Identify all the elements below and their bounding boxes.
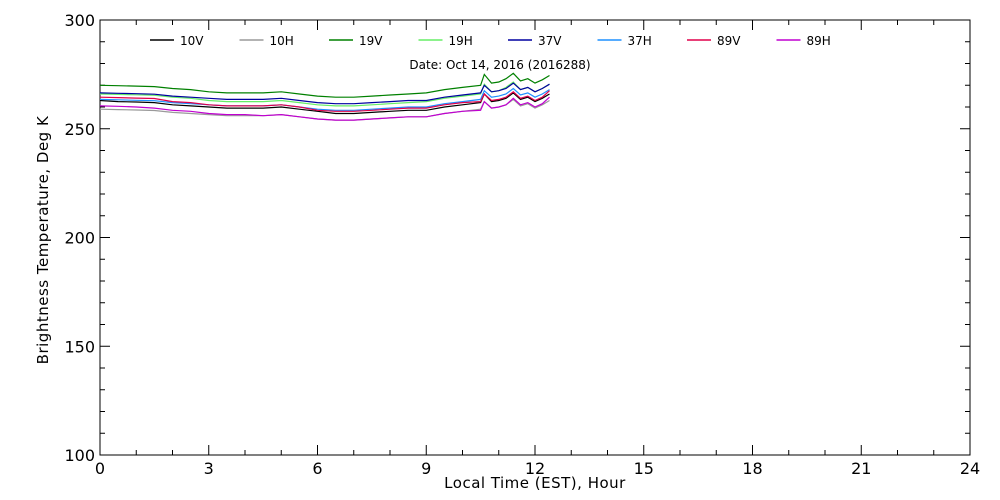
x-tick-label: 0 <box>95 459 105 478</box>
legend: 10V 10H 19V 19H 37V 37H 89V 89H <box>150 34 831 48</box>
x-tick-label: 3 <box>204 459 214 478</box>
chart-annotation: Date: Oct 14, 2016 (2016288) <box>409 58 590 72</box>
legend-label-89h: 89H <box>807 34 831 48</box>
y-axis-title: Brightness Temperature, Deg K <box>34 115 52 364</box>
y-tick-label: 200 <box>64 229 95 248</box>
x-tick-label: 15 <box>634 459 654 478</box>
x-axis-title: Local Time (EST), Hour <box>444 474 626 492</box>
x-tick-label: 24 <box>960 459 980 478</box>
series-line-10v <box>99 92 550 115</box>
legend-label-19v: 19V <box>359 34 383 48</box>
plot-frame <box>99 19 971 456</box>
y-tick-label: 300 <box>64 11 95 30</box>
legend-label-37v: 37V <box>538 34 562 48</box>
y-tick-label: 150 <box>64 337 95 356</box>
y-tick-label: 250 <box>64 120 95 139</box>
x-tick-label: 12 <box>525 459 545 478</box>
legend-label-10v: 10V <box>180 34 204 48</box>
series-line-37v <box>99 82 550 105</box>
x-tick-label: 18 <box>742 459 762 478</box>
series-line-89h <box>99 96 550 121</box>
y-tick-label: 100 <box>64 446 95 465</box>
series-line-37h <box>99 87 550 111</box>
x-tick-label: 9 <box>421 459 431 478</box>
legend-label-89v: 89V <box>717 34 741 48</box>
legend-label-10h: 10H <box>270 34 294 48</box>
series-line-19h <box>99 81 550 107</box>
x-tick-label: 6 <box>312 459 322 478</box>
series-layer <box>99 72 550 121</box>
series-line-89v <box>99 90 550 112</box>
legend-label-19h: 19H <box>449 34 473 48</box>
series-line-19v <box>99 72 550 98</box>
x-tick-label: 21 <box>851 459 871 478</box>
axis-ticks: 0 3 6 9 12 15 18 21 24 100 150 200 250 300 <box>64 11 980 478</box>
legend-label-37h: 37H <box>628 34 652 48</box>
